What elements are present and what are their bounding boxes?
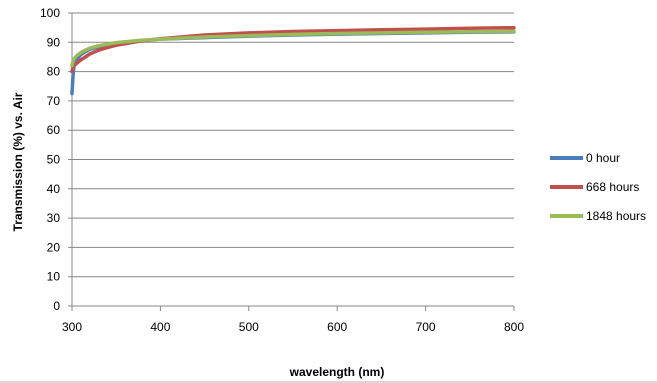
series-line-3 bbox=[70, 29, 516, 68]
y-tick-label: 10 bbox=[47, 270, 61, 284]
y-tick-label: 50 bbox=[47, 153, 61, 167]
y-tick-label: 40 bbox=[47, 182, 61, 196]
x-tick-label: 600 bbox=[327, 320, 347, 334]
legend-label-1: 0 hour bbox=[586, 151, 620, 165]
gridlines bbox=[68, 12, 514, 307]
y-tick-label: 100 bbox=[40, 6, 60, 20]
y-tick-label: 80 bbox=[47, 65, 61, 79]
y-tick-label: 0 bbox=[53, 299, 60, 313]
legend-label-3: 1848 hours bbox=[586, 209, 646, 223]
x-tick-label: 700 bbox=[416, 320, 436, 334]
legend: 0 hour 668 hours 1848 hours bbox=[550, 151, 646, 223]
y-tick-label: 70 bbox=[47, 94, 61, 108]
x-tick-label: 400 bbox=[150, 320, 170, 334]
x-tick-label: 800 bbox=[504, 320, 524, 334]
series-lines bbox=[70, 25, 516, 96]
y-tick-label: 90 bbox=[47, 35, 61, 49]
bottom-divider bbox=[0, 381, 657, 383]
x-axis-title: wavelength (nm) bbox=[289, 365, 385, 379]
y-tick-labels: 0 10 20 30 40 50 60 70 80 90 100 bbox=[40, 6, 60, 313]
y-tick-label: 30 bbox=[47, 211, 61, 225]
y-tick-label: 20 bbox=[47, 240, 61, 254]
y-axis-title: Transmission (%) vs. Air bbox=[11, 92, 25, 231]
x-tick-label: 500 bbox=[239, 320, 259, 334]
x-tick-label: 300 bbox=[62, 320, 82, 334]
y-tick-label: 60 bbox=[47, 123, 61, 137]
series-line-2 bbox=[70, 25, 516, 74]
axes bbox=[71, 13, 515, 311]
x-tick-labels: 300 400 500 600 700 800 bbox=[62, 320, 524, 334]
legend-label-2: 668 hours bbox=[586, 180, 639, 194]
